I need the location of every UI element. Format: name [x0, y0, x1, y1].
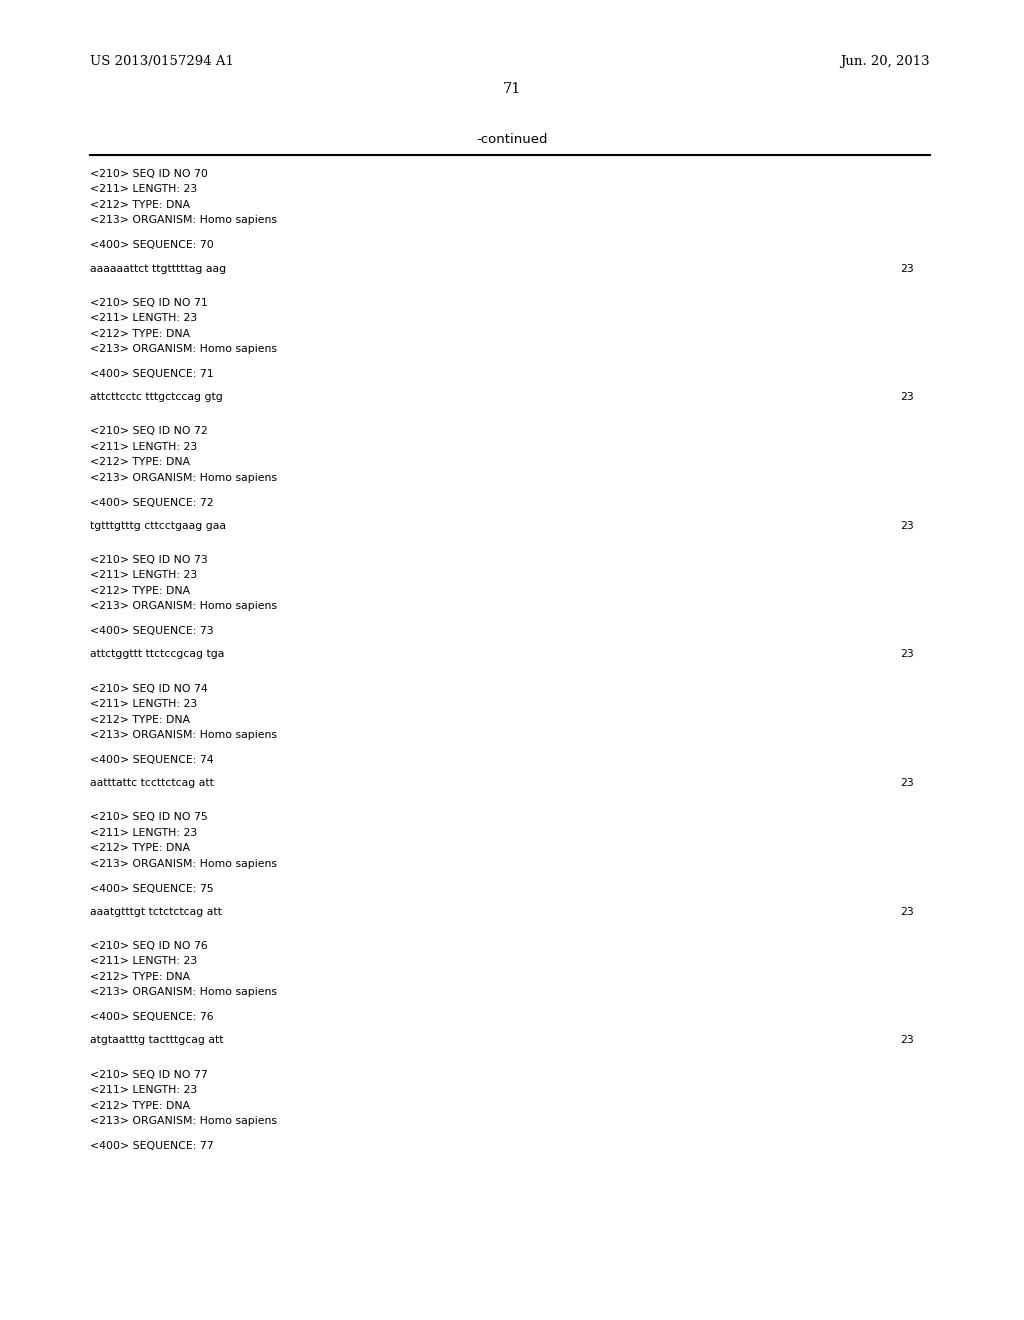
- Text: <210> SEQ ID NO 72: <210> SEQ ID NO 72: [90, 426, 208, 437]
- Text: <212> TYPE: DNA: <212> TYPE: DNA: [90, 1101, 190, 1110]
- Text: tgtttgtttg cttcctgaag gaa: tgtttgtttg cttcctgaag gaa: [90, 521, 226, 531]
- Text: <211> LENGTH: 23: <211> LENGTH: 23: [90, 570, 198, 581]
- Text: <400> SEQUENCE: 75: <400> SEQUENCE: 75: [90, 883, 214, 894]
- Text: 23: 23: [900, 264, 913, 273]
- Text: <210> SEQ ID NO 71: <210> SEQ ID NO 71: [90, 297, 208, 308]
- Text: <210> SEQ ID NO 76: <210> SEQ ID NO 76: [90, 941, 208, 950]
- Text: <212> TYPE: DNA: <212> TYPE: DNA: [90, 457, 190, 467]
- Text: <211> LENGTH: 23: <211> LENGTH: 23: [90, 313, 198, 323]
- Text: <211> LENGTH: 23: <211> LENGTH: 23: [90, 442, 198, 451]
- Text: <210> SEQ ID NO 75: <210> SEQ ID NO 75: [90, 812, 208, 822]
- Text: <213> ORGANISM: Homo sapiens: <213> ORGANISM: Homo sapiens: [90, 1115, 278, 1126]
- Text: <211> LENGTH: 23: <211> LENGTH: 23: [90, 700, 198, 709]
- Text: <211> LENGTH: 23: <211> LENGTH: 23: [90, 185, 198, 194]
- Text: <211> LENGTH: 23: <211> LENGTH: 23: [90, 1085, 198, 1096]
- Text: -continued: -continued: [476, 133, 548, 147]
- Text: <213> ORGANISM: Homo sapiens: <213> ORGANISM: Homo sapiens: [90, 345, 278, 354]
- Text: 71: 71: [503, 82, 521, 96]
- Text: <210> SEQ ID NO 73: <210> SEQ ID NO 73: [90, 554, 208, 565]
- Text: <212> TYPE: DNA: <212> TYPE: DNA: [90, 201, 190, 210]
- Text: <400> SEQUENCE: 77: <400> SEQUENCE: 77: [90, 1140, 214, 1151]
- Text: US 2013/0157294 A1: US 2013/0157294 A1: [90, 55, 233, 69]
- Text: 23: 23: [900, 649, 913, 660]
- Text: <400> SEQUENCE: 70: <400> SEQUENCE: 70: [90, 240, 214, 251]
- Text: <212> TYPE: DNA: <212> TYPE: DNA: [90, 972, 190, 982]
- Text: <213> ORGANISM: Homo sapiens: <213> ORGANISM: Homo sapiens: [90, 730, 278, 741]
- Text: <210> SEQ ID NO 70: <210> SEQ ID NO 70: [90, 169, 208, 180]
- Text: <212> TYPE: DNA: <212> TYPE: DNA: [90, 329, 190, 339]
- Text: <400> SEQUENCE: 73: <400> SEQUENCE: 73: [90, 626, 214, 636]
- Text: <213> ORGANISM: Homo sapiens: <213> ORGANISM: Homo sapiens: [90, 602, 278, 611]
- Text: <211> LENGTH: 23: <211> LENGTH: 23: [90, 957, 198, 966]
- Text: <400> SEQUENCE: 74: <400> SEQUENCE: 74: [90, 755, 214, 764]
- Text: <213> ORGANISM: Homo sapiens: <213> ORGANISM: Homo sapiens: [90, 215, 278, 226]
- Text: <213> ORGANISM: Homo sapiens: <213> ORGANISM: Homo sapiens: [90, 473, 278, 483]
- Text: <400> SEQUENCE: 76: <400> SEQUENCE: 76: [90, 1012, 214, 1022]
- Text: <210> SEQ ID NO 74: <210> SEQ ID NO 74: [90, 684, 208, 693]
- Text: <212> TYPE: DNA: <212> TYPE: DNA: [90, 714, 190, 725]
- Text: 23: 23: [900, 1035, 913, 1045]
- Text: aatttattc tccttctcag att: aatttattc tccttctcag att: [90, 779, 214, 788]
- Text: <212> TYPE: DNA: <212> TYPE: DNA: [90, 843, 190, 853]
- Text: 23: 23: [900, 779, 913, 788]
- Text: <212> TYPE: DNA: <212> TYPE: DNA: [90, 586, 190, 595]
- Text: attcttcctc tttgctccag gtg: attcttcctc tttgctccag gtg: [90, 392, 223, 403]
- Text: aaaaaattct ttgtttttag aag: aaaaaattct ttgtttttag aag: [90, 264, 226, 273]
- Text: Jun. 20, 2013: Jun. 20, 2013: [841, 55, 930, 69]
- Text: <213> ORGANISM: Homo sapiens: <213> ORGANISM: Homo sapiens: [90, 859, 278, 869]
- Text: <211> LENGTH: 23: <211> LENGTH: 23: [90, 828, 198, 838]
- Text: atgtaatttg tactttgcag att: atgtaatttg tactttgcag att: [90, 1035, 223, 1045]
- Text: <210> SEQ ID NO 77: <210> SEQ ID NO 77: [90, 1069, 208, 1080]
- Text: attctggttt ttctccgcag tga: attctggttt ttctccgcag tga: [90, 649, 224, 660]
- Text: 23: 23: [900, 907, 913, 917]
- Text: 23: 23: [900, 521, 913, 531]
- Text: aaatgtttgt tctctctcag att: aaatgtttgt tctctctcag att: [90, 907, 222, 917]
- Text: <400> SEQUENCE: 71: <400> SEQUENCE: 71: [90, 370, 214, 379]
- Text: 23: 23: [900, 392, 913, 403]
- Text: <213> ORGANISM: Homo sapiens: <213> ORGANISM: Homo sapiens: [90, 987, 278, 998]
- Text: <400> SEQUENCE: 72: <400> SEQUENCE: 72: [90, 498, 214, 508]
